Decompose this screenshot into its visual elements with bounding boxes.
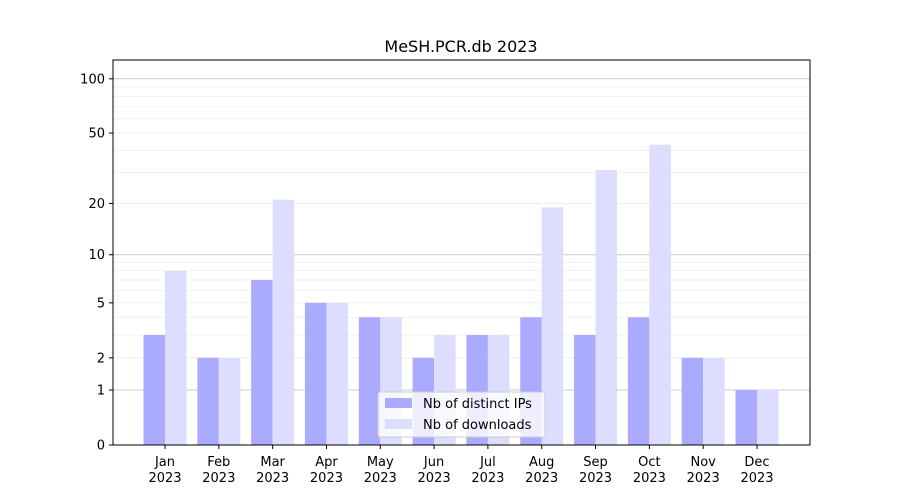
x-tick-label-year: 2023 [310,471,343,486]
legend-label-downloads: Nb of downloads [423,418,532,433]
bar-downloads [165,270,187,445]
bar-distinct-ips [251,280,273,445]
x-tick-label-month: Mar [260,455,285,470]
x-tick-label-month: Aug [529,455,554,470]
y-tick-label: 5 [97,296,105,311]
x-tick-label-year: 2023 [740,471,773,486]
x-tick-label-month: Jul [479,455,496,470]
x-tick-label-month: Dec [744,455,769,470]
y-tick-label: 0 [97,439,105,454]
x-tick-label-year: 2023 [148,471,181,486]
legend-box [377,391,546,438]
x-tick-label-month: Feb [207,455,230,470]
chart-title: MeSH.PCR.db 2023 [384,37,537,56]
bar-distinct-ips [304,302,327,445]
x-tick-label-year: 2023 [687,471,720,486]
bar-distinct-ips [143,335,165,445]
x-tick-label-month: Nov [690,455,716,470]
x-tick-label-year: 2023 [633,471,666,486]
plot-frame [112,59,811,446]
x-tick-label-year: 2023 [418,471,451,486]
x-tick-label-year: 2023 [202,471,235,486]
x-tick-label-year: 2023 [364,471,397,486]
bar-distinct-ips [627,317,650,445]
y-tick-label: 1 [97,384,105,399]
x-tick-label-year: 2023 [579,471,612,486]
bar-downloads [541,207,564,445]
bar-distinct-ips [735,390,757,445]
bar-distinct-ips [681,357,704,445]
bar-downloads [326,302,348,445]
x-tick-label-year: 2023 [525,471,558,486]
x-tick-label-year: 2023 [256,471,289,486]
x-tick-label-month: May [367,455,394,470]
legend: Nb of distinct IPs Nb of downloads [377,391,546,438]
bar-distinct-ips [574,335,596,445]
bar-downloads [595,170,618,445]
x-tick-label-month: Apr [315,455,338,470]
bar-distinct-ips [358,317,381,445]
y-tick-label: 100 [80,72,105,87]
y-tick-label: 20 [88,197,105,212]
legend-swatch-downloads [385,419,412,429]
y-tick-label: 10 [88,248,105,263]
bar-downloads [218,357,241,445]
y-tick-label: 2 [97,351,105,366]
x-tick-label-month: Jun [423,455,444,470]
bar-downloads [703,357,725,445]
x-tick-label-year: 2023 [471,471,504,486]
legend-label-ips: Nb of distinct IPs [423,397,532,412]
bar-downloads [272,199,295,445]
x-tick-label-month: Jan [154,455,175,470]
bar-downloads [649,144,671,445]
bar-distinct-ips [197,357,219,445]
y-tick-label: 50 [88,127,105,142]
x-tick-label-month: Sep [583,455,608,470]
bar-downloads [757,390,779,445]
legend-swatch-ips [385,398,412,408]
x-tick-label-month: Oct [638,455,660,470]
